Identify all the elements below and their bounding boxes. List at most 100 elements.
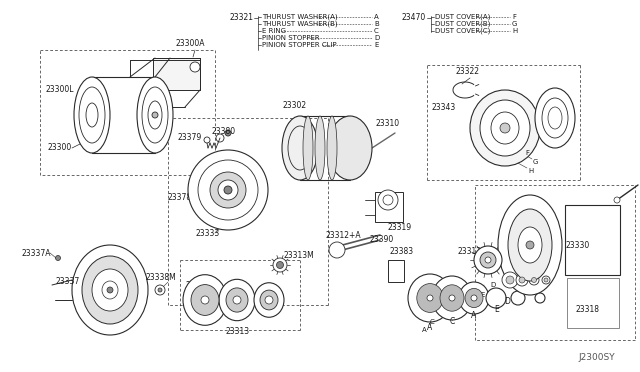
Text: 23302: 23302 [283,102,307,110]
Text: DUST COVER(B): DUST COVER(B) [435,21,490,27]
Text: F: F [525,150,529,156]
Ellipse shape [204,137,210,143]
Text: 23322: 23322 [455,67,479,77]
Ellipse shape [417,283,444,312]
Text: H: H [512,28,517,34]
Ellipse shape [260,290,278,310]
Text: A: A [374,14,379,20]
Ellipse shape [92,269,128,311]
Ellipse shape [254,283,284,317]
Ellipse shape [86,103,98,127]
Ellipse shape [329,242,345,258]
Ellipse shape [531,278,536,282]
Ellipse shape [564,97,570,103]
Ellipse shape [78,111,86,119]
Text: 23337: 23337 [55,278,79,286]
Ellipse shape [152,112,158,118]
Ellipse shape [480,252,496,268]
Ellipse shape [243,162,256,176]
Text: D: D [504,298,510,307]
Ellipse shape [511,291,525,305]
Text: A: A [472,311,477,321]
Ellipse shape [506,276,514,284]
Ellipse shape [210,172,246,208]
FancyBboxPatch shape [153,58,200,90]
Text: A: A [422,327,427,333]
Text: G: G [533,159,538,165]
Text: 23337A: 23337A [22,248,51,257]
Ellipse shape [516,274,528,286]
Ellipse shape [526,241,534,249]
Text: 23333: 23333 [195,228,220,237]
Text: 23390: 23390 [370,235,394,244]
Ellipse shape [508,209,552,281]
Ellipse shape [56,256,61,260]
Ellipse shape [315,116,325,180]
Ellipse shape [243,205,256,218]
Text: 23300L: 23300L [45,86,74,94]
Ellipse shape [535,88,575,148]
Ellipse shape [200,162,214,176]
Text: THURUST WASHER(B): THURUST WASHER(B) [262,21,338,27]
Ellipse shape [276,262,284,269]
Ellipse shape [82,256,138,324]
Text: 23338M: 23338M [145,273,176,282]
Text: B: B [374,21,379,27]
Ellipse shape [440,285,464,311]
Text: 23378: 23378 [168,193,192,202]
Ellipse shape [273,258,287,272]
Text: C: C [430,319,435,325]
Ellipse shape [614,197,620,203]
Ellipse shape [216,134,224,142]
Text: 23312+A: 23312+A [325,231,360,240]
Ellipse shape [188,150,268,230]
Ellipse shape [158,288,162,292]
Text: C: C [374,28,379,34]
Text: G: G [512,21,517,27]
Ellipse shape [265,296,273,304]
Text: PINION STOPPER CLIP: PINION STOPPER CLIP [262,42,337,48]
Text: 23470: 23470 [402,13,426,22]
Text: PINION STOPPER: PINION STOPPER [262,35,319,41]
Ellipse shape [498,195,562,295]
Ellipse shape [80,113,84,117]
FancyBboxPatch shape [565,205,620,275]
Text: THURUST WASHER(A): THURUST WASHER(A) [262,14,338,20]
Ellipse shape [183,275,227,325]
Ellipse shape [486,288,506,308]
Ellipse shape [459,282,489,314]
Ellipse shape [148,101,162,129]
Text: C: C [449,317,454,327]
Ellipse shape [191,285,219,315]
Text: 23300A: 23300A [175,38,205,48]
Text: 23321: 23321 [229,13,253,22]
Text: 23330: 23330 [566,241,590,250]
Ellipse shape [408,274,452,322]
Text: DUST COVER(C): DUST COVER(C) [435,28,490,34]
Ellipse shape [564,123,570,129]
Text: J2300SY: J2300SY [578,353,614,362]
Ellipse shape [107,287,113,293]
Text: D: D [490,282,495,288]
Text: 23318: 23318 [575,305,599,314]
Ellipse shape [327,116,337,180]
Ellipse shape [328,116,372,180]
Text: 23393+A: 23393+A [185,280,221,289]
Ellipse shape [500,123,510,133]
Text: D: D [374,35,380,41]
FancyBboxPatch shape [567,278,619,328]
Ellipse shape [529,275,539,285]
Text: DUST COVER(A): DUST COVER(A) [435,14,490,20]
FancyBboxPatch shape [563,108,573,128]
Ellipse shape [200,205,214,218]
Text: 23312: 23312 [458,247,482,257]
Ellipse shape [219,279,255,321]
Ellipse shape [201,296,209,304]
Text: H: H [528,168,533,174]
Ellipse shape [303,116,313,180]
Text: 23300: 23300 [47,144,71,153]
Ellipse shape [225,130,231,136]
Ellipse shape [218,180,238,200]
Text: 23319: 23319 [388,224,412,232]
Ellipse shape [502,272,518,288]
